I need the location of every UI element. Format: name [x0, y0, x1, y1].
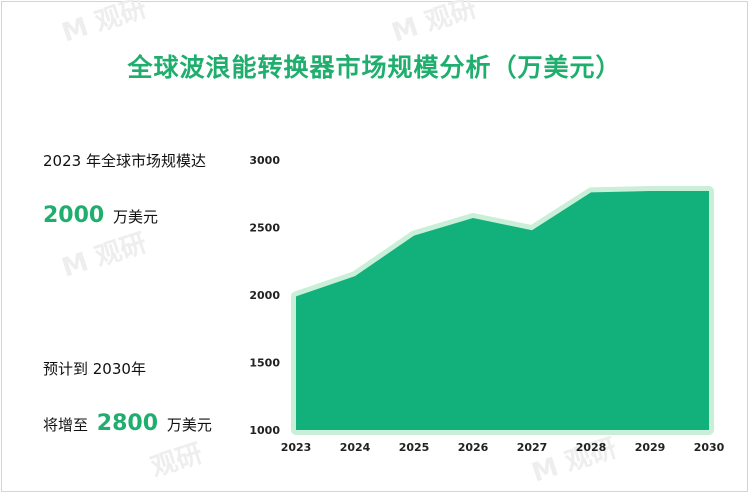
chart-title: 全球波浪能转换器市场规模分析（万美元） — [127, 53, 622, 82]
y-tick-label: 1000 — [249, 424, 280, 437]
prefix-2030: 将增至 — [43, 416, 89, 434]
x-tick-label: 2028 — [576, 441, 607, 454]
y-tick-label: 3000 — [249, 154, 280, 167]
unit-2030: 万美元 — [166, 416, 212, 434]
x-tick-label: 2023 — [281, 441, 312, 454]
x-tick-label: 2025 — [399, 441, 430, 454]
summary-line-2023: 2023 年全球市场规模达 — [43, 152, 206, 170]
x-tick-label: 2027 — [517, 441, 548, 454]
value-2030: 2800 — [96, 411, 159, 436]
y-tick-label: 1500 — [249, 357, 280, 370]
summary-value-2030: 将增至 2800 万美元 — [43, 411, 212, 436]
x-tick-label: 2024 — [340, 441, 371, 454]
area-series — [296, 191, 709, 430]
x-tick-label: 2030 — [694, 441, 725, 454]
value-2023: 2000 — [43, 203, 105, 228]
summary-line-2030: 预计到 2030年 — [43, 360, 146, 378]
unit-2023: 万美元 — [113, 208, 159, 226]
y-tick-label: 2000 — [249, 289, 280, 302]
x-tick-label: 2026 — [458, 441, 489, 454]
x-tick-label: 2029 — [635, 441, 666, 454]
summary-value-2023: 2000 万美元 — [43, 203, 158, 228]
y-tick-label: 2500 — [249, 222, 280, 235]
